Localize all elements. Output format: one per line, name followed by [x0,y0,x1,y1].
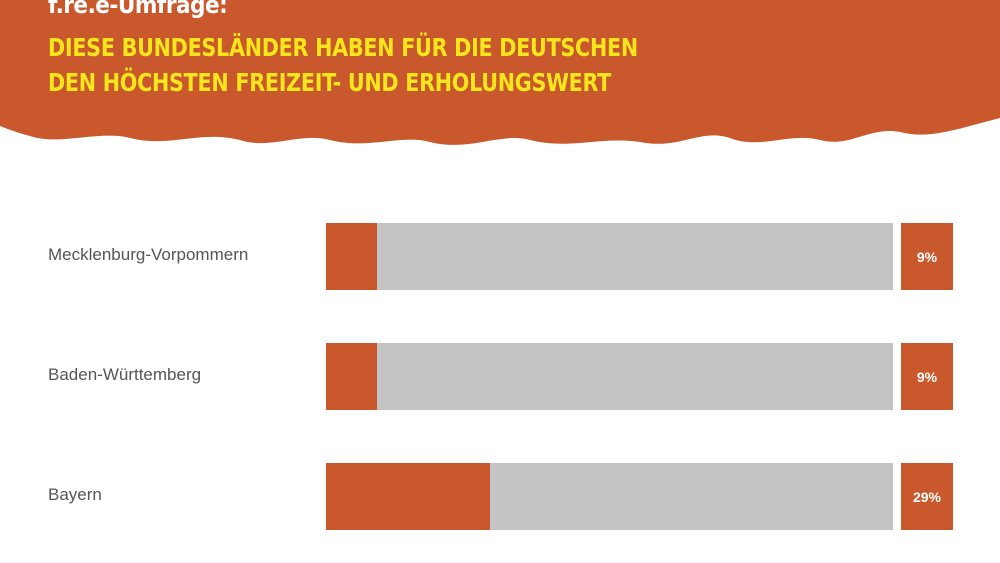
category-label: Mecklenburg-Vorpommern [48,245,249,264]
value-label: 29% [901,463,953,530]
header-banner: f.re.e-Umfrage: DIESE BUNDESLÄNDER HABEN… [0,0,1000,150]
brush-banner-background [0,0,1000,145]
bar [326,343,378,410]
value-label: 9% [901,223,953,290]
bar [326,223,378,290]
bar-track [326,463,893,530]
survey-kicker: f.re.e-Umfrage: [48,0,228,19]
bar-track [326,343,893,410]
bar-track [326,223,893,290]
category-label: Baden-Württemberg [48,365,202,384]
bar [326,463,491,530]
category-label: Bayern [48,485,102,504]
value-label: 9% [901,343,953,410]
title-line-1: DIESE BUNDESLÄNDER HABEN FÜR DIE DEUTSCH… [48,33,638,62]
chart-title: DIESE BUNDESLÄNDER HABEN FÜR DIE DEUTSCH… [48,30,638,100]
title-line-2: DEN HÖCHSTEN FREIZEIT- UND ERHOLUNGSWERT [48,68,611,97]
